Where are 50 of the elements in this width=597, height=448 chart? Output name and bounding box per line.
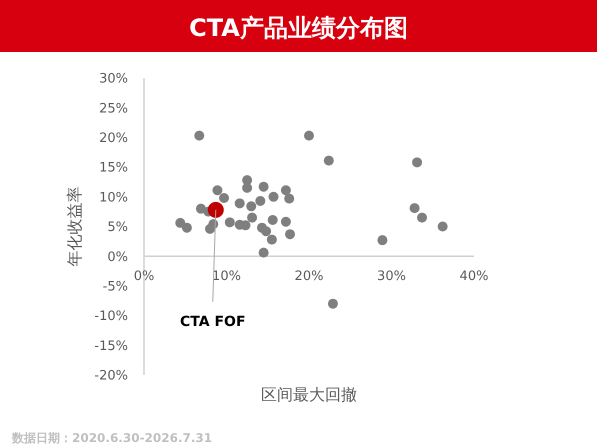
point bbox=[284, 194, 294, 204]
y-tick-label: 5% bbox=[107, 220, 128, 236]
x-tick-label: 30% bbox=[377, 269, 406, 284]
point bbox=[438, 222, 448, 232]
point bbox=[208, 202, 224, 218]
point bbox=[285, 229, 296, 240]
y-tick-label: -5% bbox=[102, 279, 128, 294]
point bbox=[182, 222, 192, 233]
point bbox=[412, 157, 422, 168]
point bbox=[255, 196, 266, 206]
chart-title: CTA产品业绩分布图 bbox=[189, 14, 408, 42]
point bbox=[247, 212, 258, 223]
point bbox=[258, 248, 269, 258]
y-tick-label: 0% bbox=[107, 250, 128, 265]
point bbox=[268, 192, 279, 202]
y-tick-label: -10% bbox=[94, 309, 128, 324]
point bbox=[261, 226, 272, 236]
y-tick-label: 15% bbox=[99, 160, 128, 176]
point bbox=[266, 234, 277, 245]
y-axis-title: 年化收益率 bbox=[65, 186, 84, 266]
point bbox=[268, 214, 278, 225]
y-tick-label: 10% bbox=[99, 190, 128, 206]
point bbox=[246, 201, 256, 212]
point bbox=[234, 198, 245, 208]
point bbox=[377, 235, 388, 246]
point bbox=[280, 185, 291, 196]
y-tick-label: 20% bbox=[99, 130, 128, 146]
point bbox=[410, 203, 420, 214]
point bbox=[194, 130, 204, 141]
x-tick-label: 40% bbox=[460, 269, 488, 284]
point bbox=[304, 130, 314, 141]
point bbox=[219, 192, 230, 203]
point bbox=[417, 212, 428, 223]
point bbox=[328, 298, 338, 309]
x-axis-title: 区间最大回撤 bbox=[261, 385, 357, 404]
y-tick-label: 25% bbox=[99, 101, 128, 116]
y-tick-label: -20% bbox=[94, 368, 128, 384]
x-tick-label: 0% bbox=[134, 269, 154, 284]
x-tick-label: 20% bbox=[294, 269, 324, 284]
point bbox=[324, 156, 334, 166]
text: 数据日期：2020.6.30-2026.7.31 bbox=[11, 431, 212, 445]
x-tick-label: 10% bbox=[212, 269, 241, 284]
point bbox=[212, 185, 222, 196]
point bbox=[224, 217, 235, 228]
y-tick-label: 30% bbox=[99, 72, 128, 87]
point bbox=[280, 216, 291, 227]
point bbox=[258, 182, 269, 192]
point bbox=[242, 182, 252, 193]
y-tick-label: -15% bbox=[94, 338, 128, 354]
text: CTA FOF bbox=[180, 314, 246, 330]
